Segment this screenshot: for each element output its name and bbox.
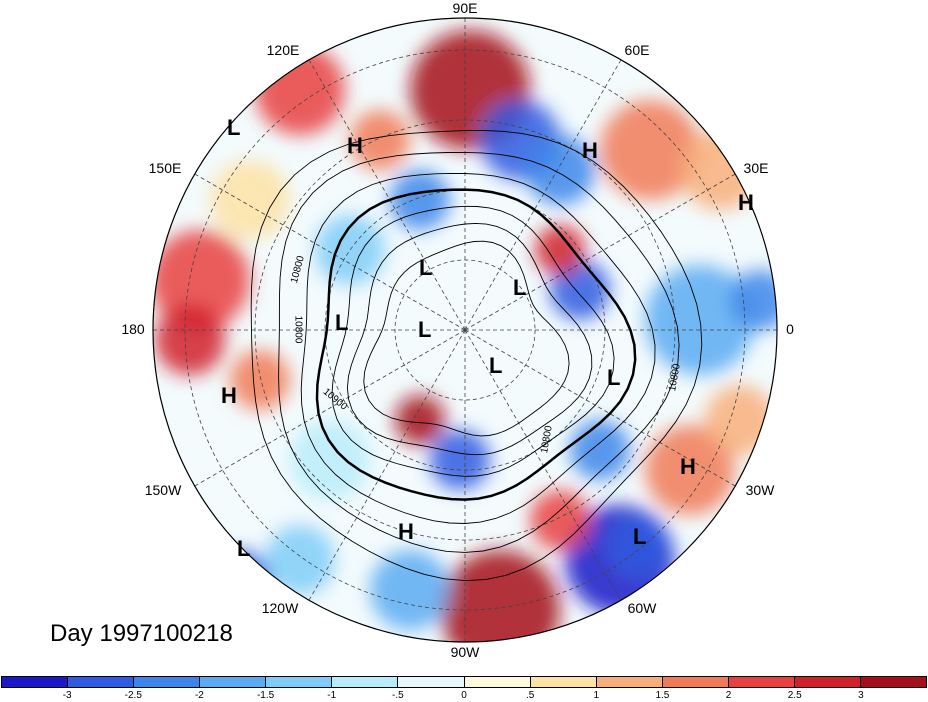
colorbar-tick-label: 2 [725, 690, 732, 701]
low-pressure-marker: L [418, 317, 432, 342]
meridian-line [194, 173, 466, 331]
colorbar-swatch [398, 677, 465, 687]
lat-lon-grid [153, 18, 777, 642]
longitude-label: 60E [624, 42, 650, 58]
colorbar-swatch [2, 677, 69, 687]
colorbar-swatch [596, 677, 663, 687]
colorbar-swatch [200, 677, 267, 687]
low-pressure-marker: L [489, 353, 503, 378]
anomaly-patch [153, 230, 250, 330]
anomaly-patch [705, 385, 775, 455]
colorbar-tick-label: 1 [593, 690, 600, 701]
colorbar-swatch [266, 677, 333, 687]
anomaly-patch [550, 260, 610, 320]
height-contour [278, 151, 680, 553]
high-pressure-marker: H [347, 133, 363, 158]
high-pressure-marker: H [680, 454, 696, 479]
anomaly-patch [210, 160, 290, 240]
latitude-circle [184, 49, 746, 611]
anomaly-patch [350, 110, 410, 170]
colorbar-tick-label: -.5 [392, 690, 404, 701]
colorbar-swatch [134, 677, 201, 687]
low-pressure-marker: L [513, 275, 527, 300]
colorbar-swatch [861, 677, 927, 687]
meridian-line [308, 59, 466, 331]
longitude-label: 60W [627, 600, 657, 616]
height-contour [331, 205, 615, 477]
colorbar-tick-label: 2.5 [787, 690, 802, 701]
colorbar-tick-label: 3 [858, 690, 864, 701]
high-pressure-marker: H [221, 383, 237, 408]
longitude-label: 30W [745, 482, 775, 498]
anomaly-patch [255, 45, 345, 135]
anomaly-patch [645, 425, 735, 515]
longitude-label: 90E [452, 0, 478, 16]
longitude-label: 30E [743, 160, 769, 176]
longitude-label: 120W [261, 600, 299, 616]
latitude-circle [394, 259, 536, 401]
longitude-label: 90W [450, 644, 480, 660]
anomaly-patch [530, 490, 590, 550]
anomaly-field [153, 18, 777, 642]
colorbar-tick-label: 1.5 [655, 690, 670, 701]
low-pressure-marker: L [419, 255, 433, 280]
anomaly-patch [230, 350, 290, 410]
colorbar-swatch [68, 677, 135, 687]
meridian-line [464, 329, 736, 487]
colorbar [1, 676, 927, 688]
anomaly-patch [390, 170, 450, 230]
anomaly-patch [535, 225, 585, 275]
high-pressure-marker: H [582, 138, 598, 163]
longitude-label: 120E [266, 42, 300, 58]
contour-value-label: 10800 [292, 315, 304, 344]
height-contour [346, 222, 593, 456]
colorbar-swatch [464, 677, 531, 687]
low-pressure-marker: L [335, 310, 349, 335]
colorbar-swatch [662, 677, 729, 687]
meridian-line [464, 173, 736, 331]
low-pressure-marker: L [607, 365, 621, 390]
colorbar-swatch [332, 677, 399, 687]
high-pressure-marker: H [738, 190, 754, 215]
height-contour [250, 130, 703, 582]
colorbar-swatch [530, 677, 597, 687]
high-pressure-marker: H [398, 519, 414, 544]
longitude-label: 180 [121, 321, 145, 337]
anomaly-patch [155, 305, 225, 375]
longitude-label: 150E [148, 160, 182, 176]
anomaly-patch [290, 420, 370, 500]
longitude-label: 0 [786, 321, 794, 337]
meridian-line [464, 329, 622, 601]
anomaly-patch [370, 550, 450, 630]
anomaly-patch [600, 100, 700, 200]
latitude-circle [254, 119, 676, 541]
low-pressure-marker: L [237, 536, 251, 561]
colorbar-tick-label: -2 [194, 690, 204, 701]
low-pressure-marker: L [633, 524, 647, 549]
height-contours [250, 130, 703, 582]
map-boundary [152, 17, 778, 643]
longitude-label: 150W [144, 482, 182, 498]
meridian-line [464, 59, 622, 331]
meridian-line [194, 329, 466, 487]
colorbar-tick-label: -1.5 [256, 690, 275, 701]
height-contour [315, 188, 637, 501]
meridian-line [308, 329, 466, 601]
colorbar-tick-label: 0 [461, 690, 467, 701]
height-contour [300, 172, 656, 524]
colorbar-swatch [794, 677, 862, 687]
height-contour [363, 240, 570, 437]
polar-map [152, 17, 778, 643]
colorbar-swatch [728, 677, 795, 687]
anomaly-patch [730, 270, 777, 330]
map-date-title: Day 1997100218 [50, 620, 233, 647]
colorbar-tick-label: .5 [525, 690, 535, 701]
colorbar-tick-label: -2.5 [124, 690, 142, 701]
anomaly-patch [430, 430, 490, 490]
anomaly-patch [395, 395, 445, 445]
colorbar-tick-label: -1 [327, 690, 337, 701]
anomaly-patch [265, 525, 335, 595]
low-pressure-marker: L [227, 115, 241, 140]
colorbar-tick-label: -3 [62, 690, 72, 701]
